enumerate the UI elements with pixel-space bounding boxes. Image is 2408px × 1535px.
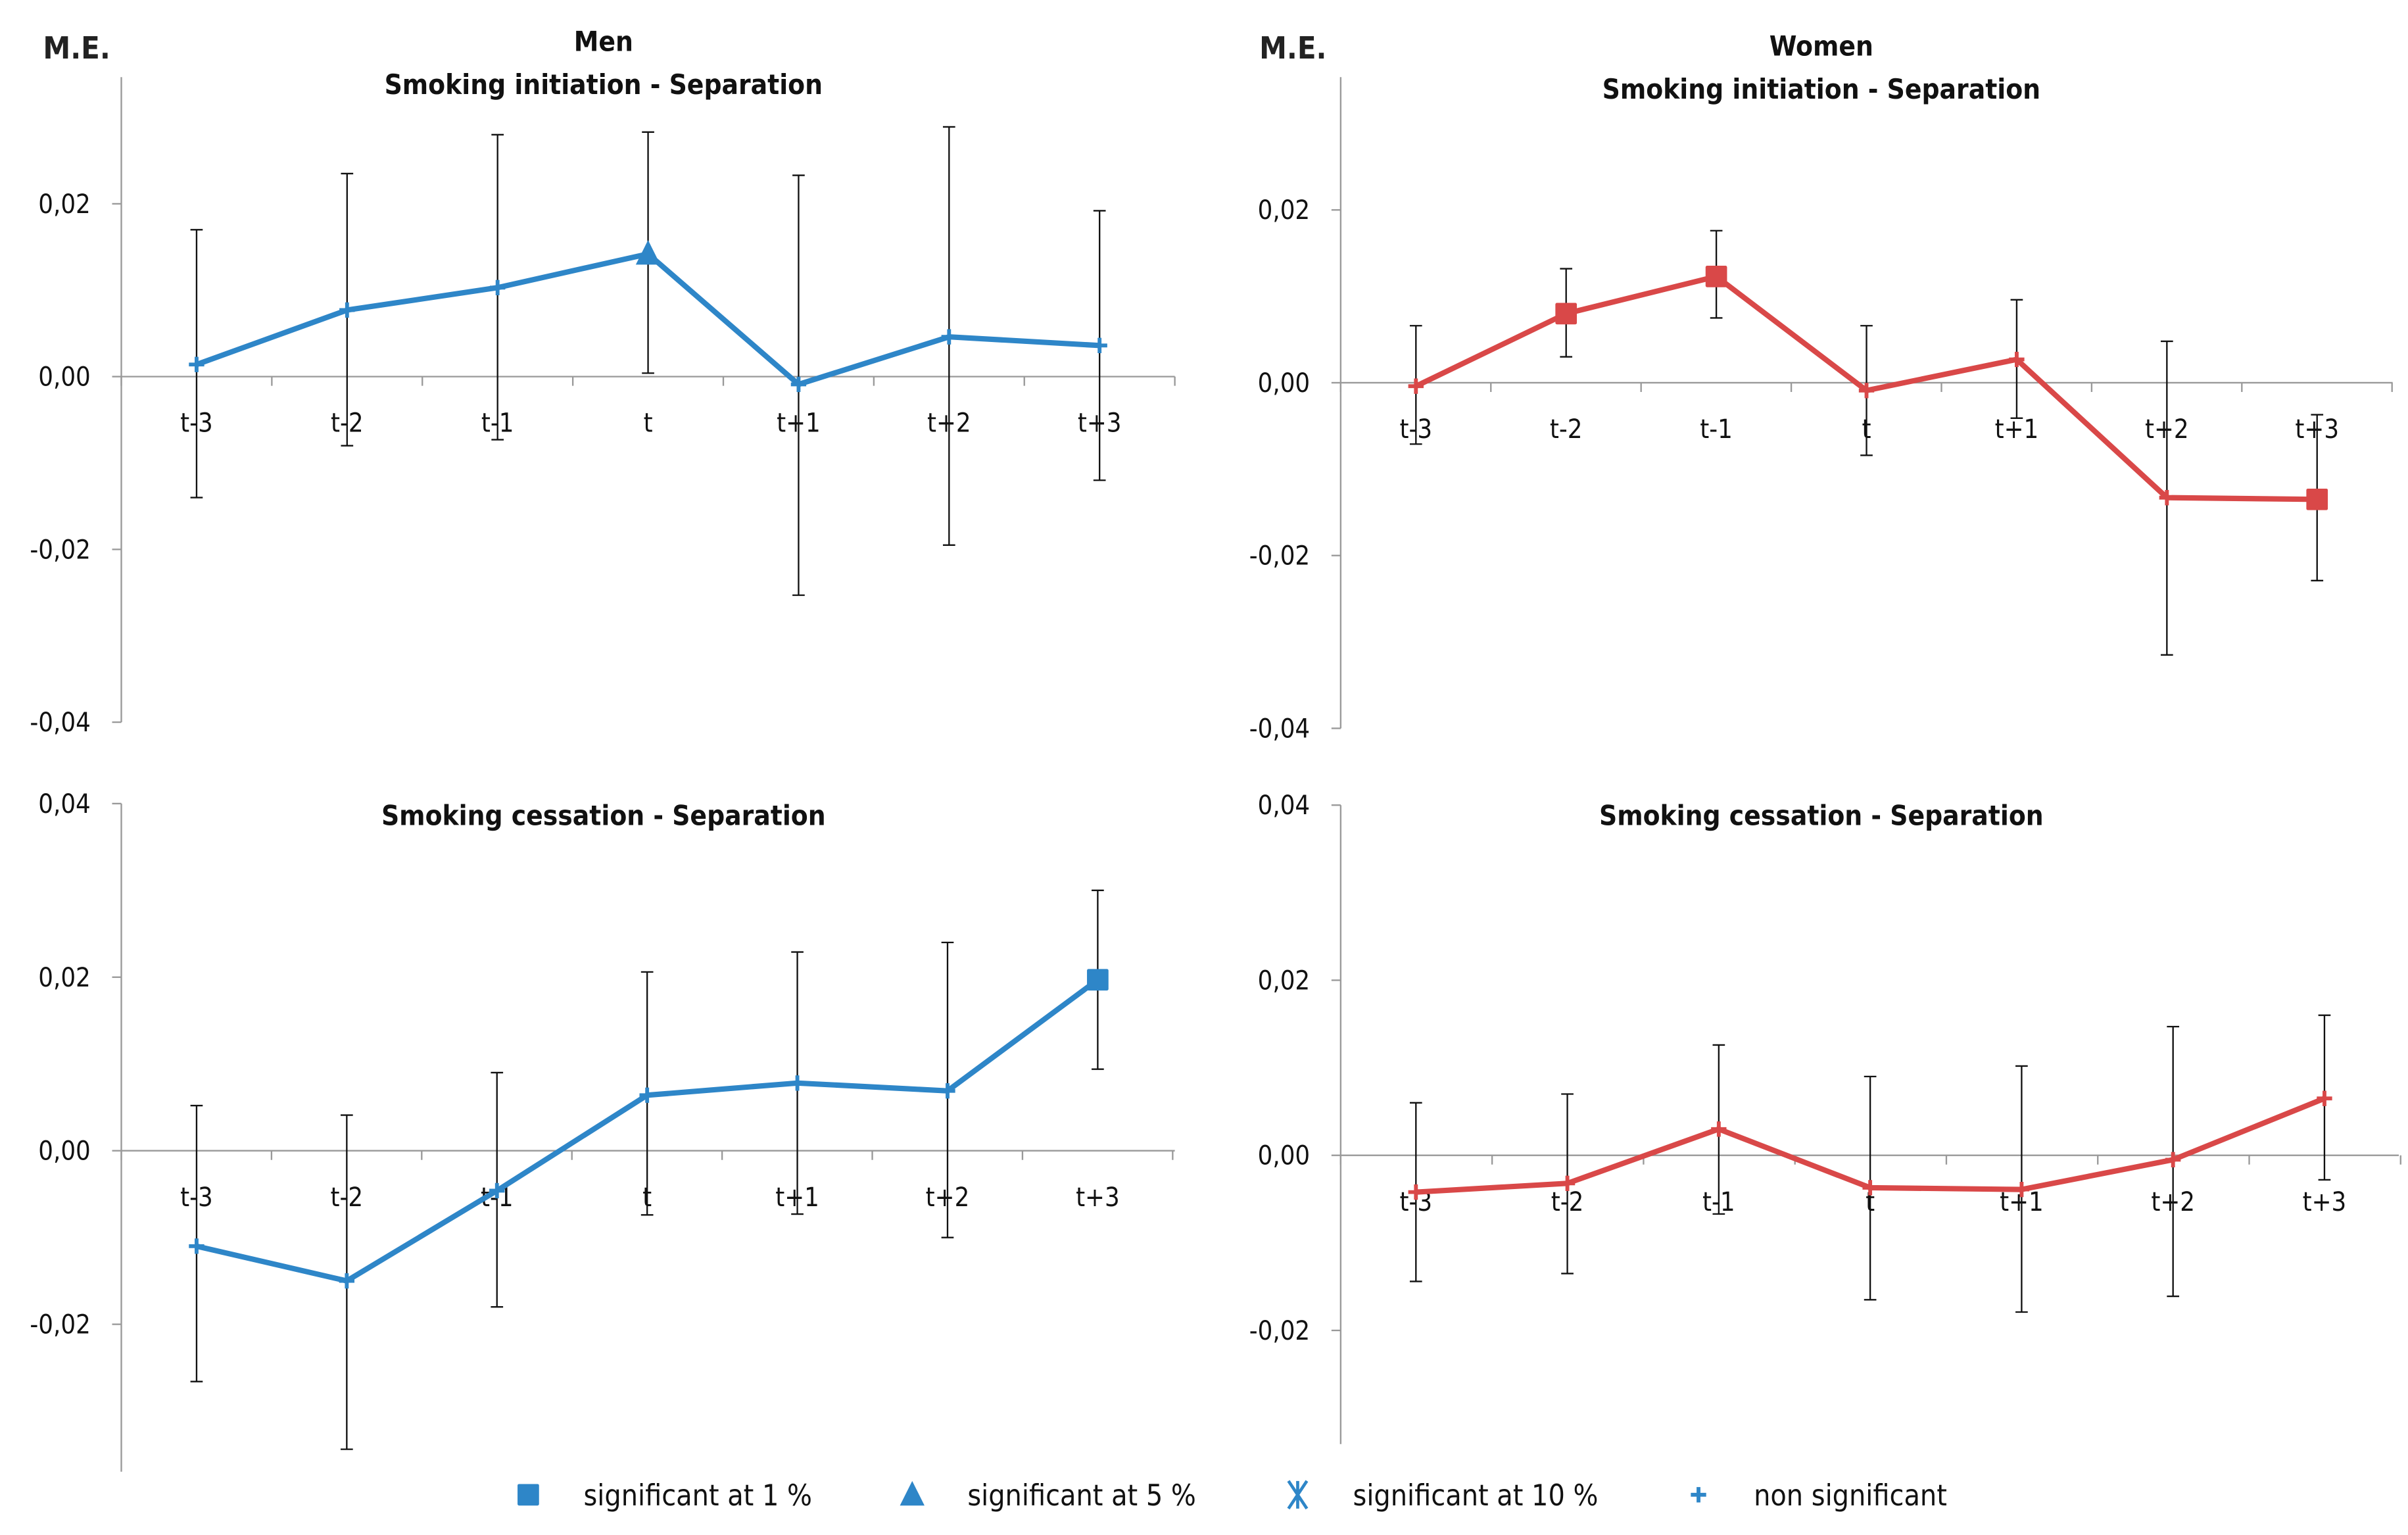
x-tick-label: t+1 bbox=[1995, 414, 2039, 445]
asterisk-marker bbox=[1287, 1480, 1309, 1510]
legend-label: significant at 10 % bbox=[1353, 1479, 1599, 1513]
plus-marker bbox=[789, 1075, 806, 1091]
legend-label: significant at 5 % bbox=[967, 1479, 1196, 1513]
chart-title: Women bbox=[1770, 30, 1873, 62]
plus-marker bbox=[339, 1273, 355, 1289]
plus-marker bbox=[2165, 1152, 2181, 1168]
plus-marker bbox=[1711, 1121, 1727, 1137]
legend-item-nonsig: non significant bbox=[1691, 1479, 1947, 1513]
plus-marker bbox=[2159, 490, 2175, 506]
y-tick-label: 0,00 bbox=[1258, 1141, 1310, 1171]
plus-marker bbox=[490, 280, 506, 295]
plus-marker bbox=[940, 1083, 955, 1099]
y-tick-label: 0,00 bbox=[38, 362, 90, 393]
plus-marker bbox=[1559, 1175, 1576, 1191]
plus-marker bbox=[1092, 337, 1107, 354]
chart-subtitle: Smoking cessation - Separation bbox=[381, 800, 826, 832]
y-tick-label: -0,02 bbox=[1249, 1316, 1310, 1346]
y-tick-label: 0,02 bbox=[38, 189, 90, 220]
y-axis-label: M.E. bbox=[1259, 31, 1326, 66]
y-tick-label: -0,04 bbox=[30, 708, 90, 738]
y-tick-label: 0,04 bbox=[1258, 791, 1310, 821]
plus-marker bbox=[189, 1238, 205, 1254]
plus-marker bbox=[1862, 1180, 1878, 1196]
y-tick-label: 0,02 bbox=[1258, 195, 1310, 226]
square-marker bbox=[1087, 969, 1109, 991]
legend-item-sig5: significant at 5 % bbox=[900, 1479, 1196, 1513]
plus-marker bbox=[489, 1182, 505, 1199]
chart-subtitle: Smoking initiation - Separation bbox=[385, 68, 823, 101]
plus-marker bbox=[1408, 1184, 1424, 1200]
y-tick-label: 0,00 bbox=[38, 1136, 90, 1167]
plus-marker bbox=[2317, 1090, 2332, 1106]
plus-marker bbox=[639, 1087, 655, 1103]
y-tick-label: -0,04 bbox=[1249, 714, 1310, 744]
y-tick-label: -0,02 bbox=[1249, 541, 1310, 572]
square-marker bbox=[1555, 303, 1577, 325]
plus-marker bbox=[339, 302, 355, 318]
plus-marker bbox=[2009, 351, 2025, 368]
plus-marker bbox=[2013, 1181, 2030, 1198]
legend-label: significant at 1 % bbox=[583, 1479, 812, 1513]
plus-marker bbox=[189, 356, 205, 372]
x-tick-label: t+3 bbox=[2303, 1187, 2347, 1217]
legend-label: non significant bbox=[1754, 1479, 1947, 1513]
legend-item-sig1: significant at 1 % bbox=[518, 1479, 812, 1513]
legend: significant at 1 % significant at 5 % sign… bbox=[518, 1479, 1947, 1513]
y-tick-label: 0,02 bbox=[38, 963, 90, 993]
plus-marker bbox=[1408, 378, 1424, 394]
legend-item-sig10: significant at 10 % bbox=[1287, 1479, 1599, 1513]
x-tick-label: t-2 bbox=[1550, 414, 1583, 445]
y-tick-label: 0,00 bbox=[1258, 368, 1310, 399]
y-tick-label: -0,02 bbox=[30, 1310, 90, 1340]
square-marker bbox=[2306, 488, 2328, 510]
triangle-marker bbox=[635, 240, 661, 265]
chart-panel-4: Smoking cessation - Separation 0,04 0,02 0,… bbox=[1249, 791, 2401, 1444]
y-tick-label: 0,02 bbox=[1258, 965, 1310, 996]
plus-marker bbox=[941, 329, 957, 345]
chart-title: Men bbox=[574, 26, 633, 58]
triangle-marker bbox=[900, 1480, 925, 1506]
chart-panel-2: M.E. Women Smoking initiation - Separation… bbox=[1249, 30, 2393, 744]
square-marker bbox=[518, 1484, 539, 1506]
square-marker bbox=[1705, 266, 1727, 287]
y-axis-label: M.E. bbox=[43, 31, 110, 66]
y-tick-label: 0,04 bbox=[38, 789, 90, 819]
plus-marker bbox=[1691, 1487, 1706, 1503]
chart-panel-3: Smoking cessation - Separation 0,04 0,02 0,… bbox=[30, 789, 1175, 1472]
plus-marker bbox=[1858, 383, 1875, 399]
chart-panel-1: M.E. Men Smoking initiation - Separation 0,… bbox=[30, 26, 1176, 738]
plus-marker bbox=[790, 376, 807, 393]
chart-subtitle: Smoking cessation - Separation bbox=[1599, 800, 2044, 832]
chart-subtitle: Smoking initiation - Separation bbox=[1602, 73, 2041, 105]
x-tick-label: t-1 bbox=[1700, 414, 1733, 445]
x-tick-label: t bbox=[644, 408, 653, 439]
x-tick-label: t+3 bbox=[1076, 1182, 1120, 1213]
y-tick-label: -0,02 bbox=[30, 535, 90, 565]
